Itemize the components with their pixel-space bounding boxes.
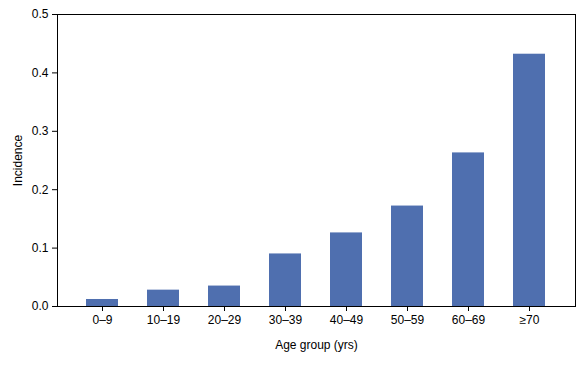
svg-text:0–9: 0–9: [92, 313, 112, 327]
svg-text:0.0: 0.0: [32, 299, 49, 313]
svg-text:Age group (yrs): Age group (yrs): [275, 338, 358, 352]
svg-text:50–59: 50–59: [391, 313, 425, 327]
svg-text:0.3: 0.3: [32, 124, 49, 138]
svg-text:0.1: 0.1: [32, 241, 49, 255]
svg-text:Incidence: Incidence: [11, 134, 25, 186]
svg-text:0.2: 0.2: [32, 183, 49, 197]
svg-text:30–39: 30–39: [269, 313, 303, 327]
svg-text:0.5: 0.5: [32, 7, 49, 21]
svg-text:10–19: 10–19: [147, 313, 181, 327]
svg-text:60–69: 60–69: [452, 313, 486, 327]
svg-text:20–29: 20–29: [208, 313, 242, 327]
svg-text:40–49: 40–49: [330, 313, 364, 327]
svg-text:0.4: 0.4: [32, 66, 49, 80]
svg-text:≥70: ≥70: [520, 313, 540, 327]
